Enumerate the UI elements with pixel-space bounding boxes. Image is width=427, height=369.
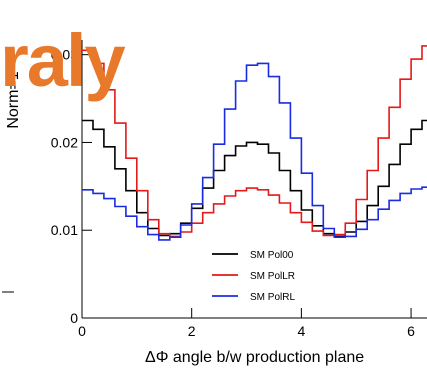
- series-line-1: [82, 45, 427, 238]
- series-line-0: [82, 119, 427, 238]
- legend: SM Pol00 SM PolLR SM PolRL: [212, 250, 295, 303]
- y-axis-label: Norm=1: [5, 71, 22, 128]
- x-tick-label-3: 6: [407, 323, 415, 339]
- axis-ticks: 0 2 4 6 0 0.01 0.02 0.03: [51, 47, 415, 339]
- x-axis-label: ΔΦ angle b/w production plane: [145, 349, 364, 366]
- legend-label-1: SM PolLR: [250, 271, 295, 282]
- x-tick-label-0: 0: [78, 323, 86, 339]
- overlay-word: raly: [0, 19, 126, 102]
- y-tick-label-3: 0.03: [51, 47, 78, 63]
- x-tick-label-2: 4: [297, 323, 305, 339]
- legend-label-0: SM Pol00: [250, 250, 294, 261]
- y-tick-label-1: 0.01: [51, 222, 78, 238]
- series-layer: [82, 45, 427, 241]
- legend-label-2: SM PolRL: [250, 292, 295, 303]
- series-line-2: [82, 62, 427, 241]
- x-tick-label-1: 2: [188, 323, 196, 339]
- y-tick-label-2: 0.02: [51, 134, 78, 150]
- y-tick-label-0: 0: [70, 310, 78, 326]
